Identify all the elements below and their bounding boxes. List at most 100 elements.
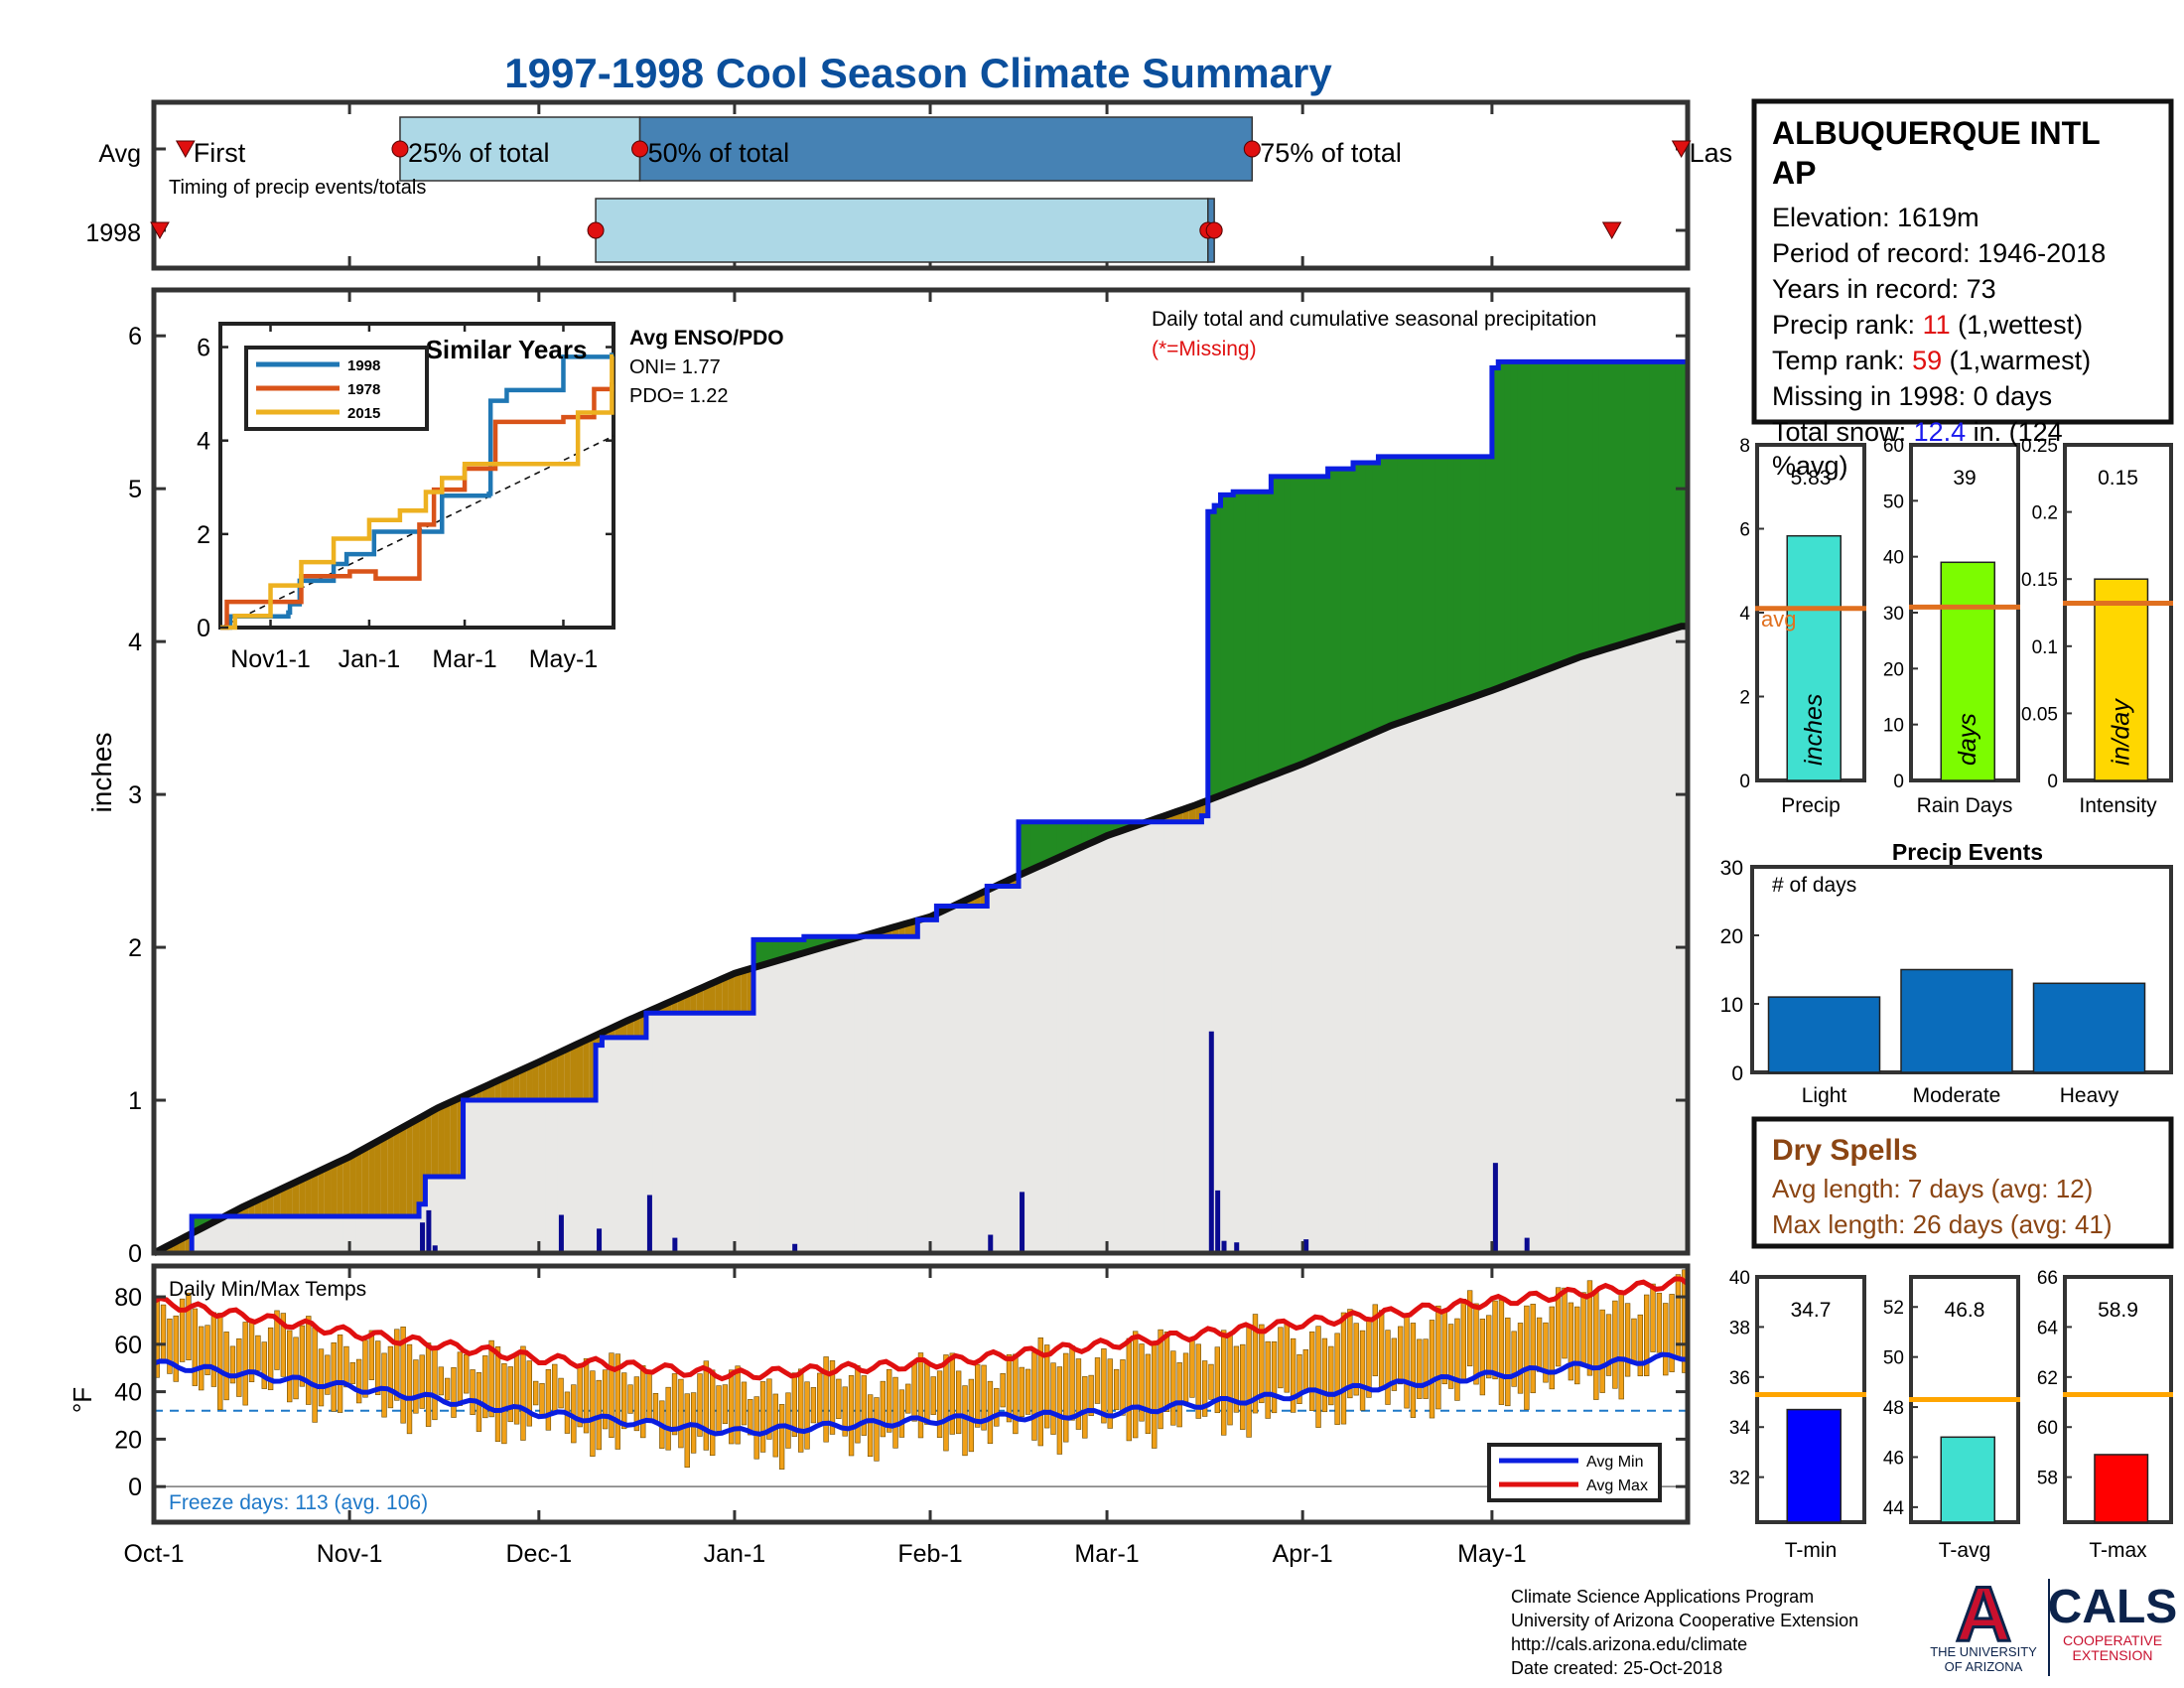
timing-markers bbox=[150, 140, 1692, 240]
avg-fill-column bbox=[1284, 771, 1292, 1253]
below-avg-fill-column bbox=[690, 992, 698, 1014]
daily-temp-bar bbox=[1466, 1290, 1473, 1367]
above-avg-fill-column bbox=[1472, 456, 1480, 698]
avg-fill-column bbox=[1637, 639, 1645, 1253]
above-avg-fill-column bbox=[1100, 821, 1108, 839]
daily-temp-bar bbox=[1233, 1345, 1240, 1413]
tmin-panel-category-label: T-min bbox=[1785, 1539, 1838, 1562]
above-avg-fill-column bbox=[759, 939, 767, 966]
avg-fill-column bbox=[576, 1044, 584, 1253]
daily-temp-bar bbox=[173, 1315, 179, 1382]
avg-fill-column bbox=[1372, 734, 1380, 1253]
daily-temp-bar bbox=[229, 1345, 236, 1384]
daily-temp-bar bbox=[387, 1345, 394, 1409]
dry-spells-frame bbox=[1751, 1116, 2174, 1249]
avg-fill-column bbox=[1359, 739, 1367, 1253]
avg-fill-column bbox=[1271, 775, 1279, 1253]
avg-fill-column bbox=[1397, 723, 1405, 1253]
avg-fill-column bbox=[222, 1216, 230, 1253]
avg-fill-column bbox=[1530, 675, 1538, 1253]
daily-temp-bar bbox=[406, 1343, 413, 1435]
daily-temp-bar bbox=[817, 1372, 823, 1424]
daily-temp-bar bbox=[905, 1383, 911, 1414]
daily-temp-bar bbox=[892, 1376, 898, 1449]
events-ytick-label: 30 bbox=[1720, 857, 1743, 880]
avg-fill-column bbox=[1087, 844, 1095, 1253]
station-years: Years in record: 73 bbox=[1772, 274, 1996, 304]
daily-temp-bar bbox=[981, 1364, 987, 1431]
avg-fill-column bbox=[803, 952, 811, 1253]
above-avg-fill-column bbox=[1226, 494, 1234, 793]
avg-fill-column bbox=[1498, 687, 1506, 1253]
daily-temp-bar bbox=[652, 1393, 659, 1423]
below-avg-fill-column bbox=[589, 1038, 597, 1101]
below-avg-fill-column bbox=[476, 1090, 483, 1101]
above-avg-fill-column bbox=[1466, 456, 1474, 700]
inset-ytick-label: 4 bbox=[197, 428, 210, 456]
above-avg-fill-column bbox=[1598, 361, 1606, 651]
avg-fill-column bbox=[425, 1114, 433, 1253]
daily-temp-bar bbox=[968, 1378, 975, 1453]
avg-fill-column bbox=[1403, 721, 1411, 1253]
above-avg-fill-column bbox=[1378, 456, 1386, 732]
daily-temp-bar bbox=[1240, 1343, 1246, 1430]
daily-temp-bar bbox=[665, 1386, 671, 1451]
daily-temp-bar bbox=[1486, 1315, 1492, 1379]
intensity-panel: 0 0.05 0.1 0.15 0.2 0.25 0.15 in/day Intensity bbox=[2021, 436, 2173, 817]
temps-legend: Avg Min Avg Max bbox=[1487, 1443, 1662, 1502]
daily-temp-bar bbox=[987, 1380, 994, 1445]
daily-temp-bar bbox=[1163, 1331, 1170, 1413]
tmax-panel-ytick-label: 62 bbox=[2037, 1368, 2058, 1389]
avg-fill-column bbox=[759, 965, 767, 1253]
above-avg-fill-column bbox=[791, 939, 799, 957]
y1998-first-marker bbox=[150, 221, 170, 240]
temps-ytick-label: 20 bbox=[114, 1426, 142, 1454]
below-avg-fill-column bbox=[261, 1197, 269, 1217]
tavg-panel-ytick-label: 52 bbox=[1883, 1298, 1904, 1319]
below-avg-fill-column bbox=[665, 1004, 672, 1014]
below-avg-fill-column bbox=[374, 1142, 382, 1217]
avg-fill-column bbox=[469, 1093, 477, 1253]
precip-panel-ytick-label: 0 bbox=[1739, 772, 1750, 792]
avg-fill-column bbox=[1024, 872, 1032, 1253]
above-avg-fill-column bbox=[1384, 456, 1392, 729]
avg-fill-column bbox=[684, 995, 692, 1253]
below-avg-fill-column bbox=[747, 969, 754, 1014]
avg-fill-column bbox=[1182, 809, 1190, 1253]
below-avg-fill-column bbox=[545, 1058, 553, 1101]
avg-fill-column bbox=[1126, 829, 1134, 1253]
below-avg-fill-column bbox=[406, 1125, 414, 1217]
below-avg-fill-column bbox=[741, 971, 749, 1014]
station-missing: Missing in 1998: 0 days bbox=[1772, 381, 2052, 411]
legend-avg-min-label: Avg Min bbox=[1586, 1454, 1644, 1471]
daily-temp-bar bbox=[325, 1354, 331, 1395]
daily-temp-bar bbox=[1302, 1348, 1309, 1392]
daily-temp-bar bbox=[1410, 1323, 1417, 1418]
daily-temp-bar bbox=[1265, 1340, 1271, 1419]
below-avg-fill-column bbox=[368, 1146, 376, 1217]
daily-temp-bar bbox=[1315, 1326, 1321, 1428]
daily-temp-bar bbox=[464, 1353, 470, 1394]
avg-fill-column bbox=[822, 947, 830, 1253]
temps-ytick-label: 40 bbox=[114, 1379, 142, 1407]
below-avg-fill-column bbox=[696, 990, 704, 1014]
daily-temp-bar bbox=[791, 1372, 798, 1437]
footer-line1: Climate Science Applications Program bbox=[1511, 1587, 1814, 1607]
above-avg-fill-column bbox=[1618, 361, 1626, 645]
tmax-panel: 58 60 62 64 66 58.9 T-max bbox=[2037, 1268, 2173, 1562]
avg-fill-column bbox=[993, 887, 1001, 1253]
temps-legend-box bbox=[1487, 1443, 1662, 1502]
daily-temp-bar bbox=[823, 1356, 829, 1443]
avg-fill-column bbox=[842, 941, 849, 1253]
events-bar-moderate bbox=[1900, 968, 2013, 1073]
above-avg-fill-column bbox=[1561, 361, 1569, 664]
precip-panel-ytick-label: 2 bbox=[1739, 688, 1750, 709]
avg-fill-column bbox=[886, 928, 893, 1253]
daily-precip-bar bbox=[1492, 1163, 1498, 1253]
below-avg-fill-column bbox=[886, 928, 893, 937]
daily-precip-bar bbox=[558, 1214, 564, 1253]
below-avg-fill-column bbox=[500, 1078, 508, 1101]
avg-fill-column bbox=[602, 1032, 610, 1253]
avg-fill-column bbox=[583, 1041, 591, 1253]
daily-temp-bar bbox=[1126, 1337, 1132, 1442]
